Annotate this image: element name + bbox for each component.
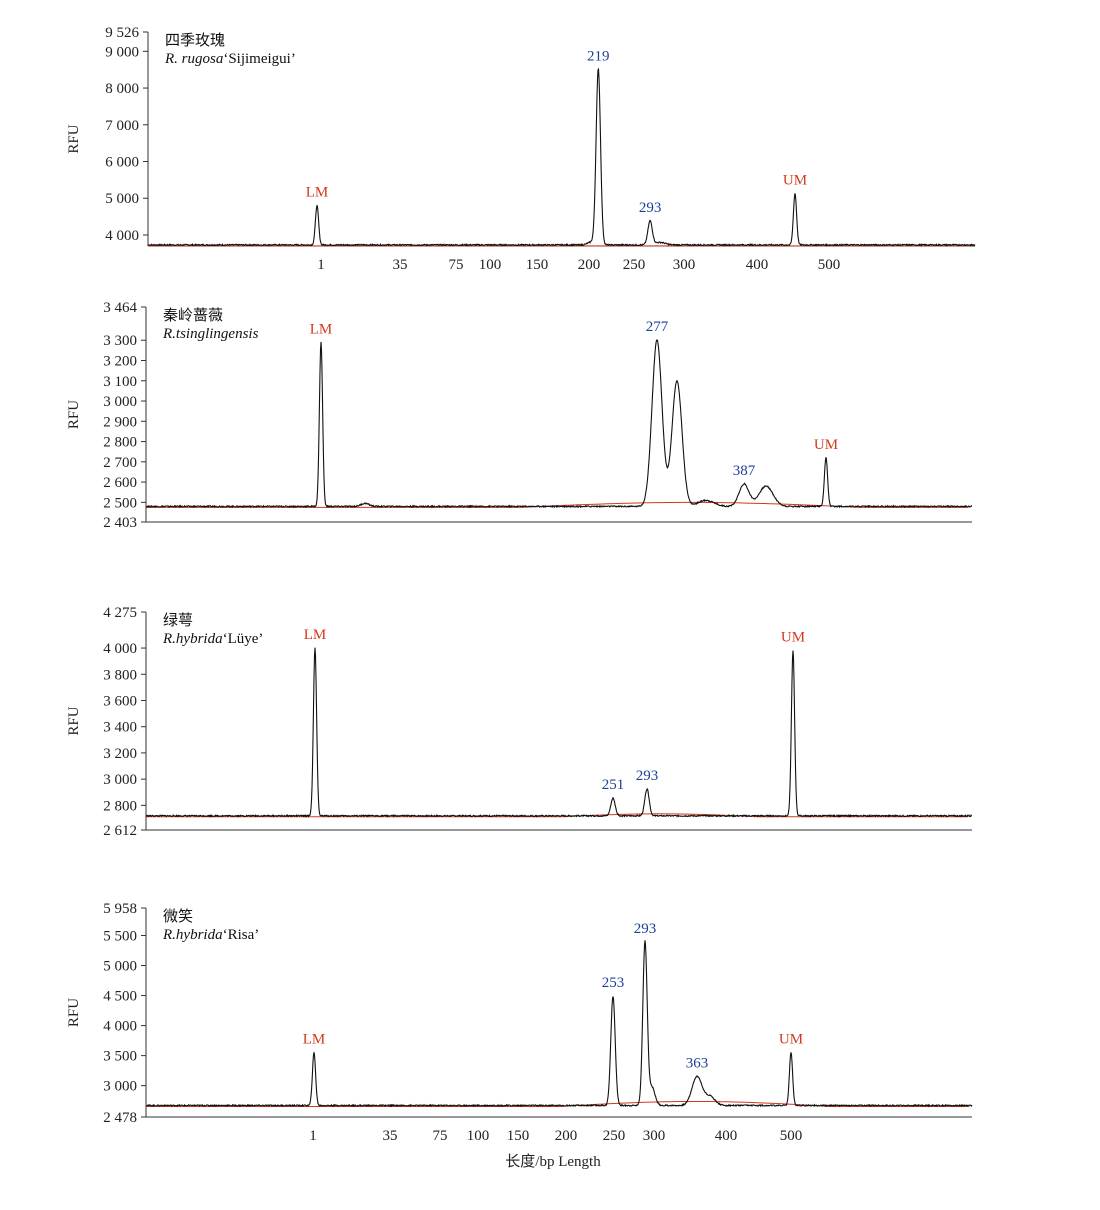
x-tick-label: 75 [449,257,464,273]
sample-name-cn: 秦岭蔷薇 [163,307,223,324]
panel-4: 2 478 3 000 3 500 4 000 4 500 5 000 5 500 5 958… [66,901,973,1144]
y-tick-label: 4 000 [103,1019,137,1035]
y-tick-label: 3 200 [103,353,137,369]
peak-label: LM [304,627,327,643]
peak-label: UM [781,630,805,646]
y-tick-label: 3 600 [103,693,137,709]
sample-name-latin: R.hybrida‘Lüye’ [162,631,263,647]
y-tick-label: 3 000 [103,772,137,788]
peak-label: 253 [602,975,625,991]
y-axis-label: RFU [66,706,82,735]
x-tick-label: 150 [507,1128,530,1144]
y-tick-label: 2 500 [103,495,137,511]
y-tick-label: 2 600 [103,475,137,491]
x-tick-label: 150 [526,257,549,273]
sample-name-latin: R.tsinglingensis [162,326,259,342]
x-tick-label: 200 [578,257,601,273]
peak-label: 293 [639,200,662,216]
sample-name-cn: 微笑 [163,908,193,925]
panel-3: 2 612 2 800 3 000 3 200 3 400 3 600 3 800 4 000… [66,605,973,839]
peak-label: 293 [634,921,657,937]
x-tick-label: 1 [317,257,325,273]
y-tick-label: 9 526 [105,25,139,41]
x-tick-label: 500 [780,1128,803,1144]
peak-label: LM [310,321,333,337]
y-tick-label: 2 800 [103,435,137,451]
peak-label: LM [306,185,329,201]
peak-label: UM [779,1032,803,1048]
y-tick-label: 3 300 [103,333,137,349]
baseline-fit [146,813,968,818]
x-tick-label: 1 [309,1128,317,1144]
peak-label: 387 [733,463,756,479]
y-tick-label: 5 500 [103,929,137,945]
y-tick-label: 4 000 [103,641,137,657]
y-tick-label: 2 612 [103,823,137,839]
sample-name-cn: 绿萼 [163,612,193,629]
sample-name-latin: R. rugosa‘Sijimeigui’ [164,51,296,67]
y-tick-label: 3 100 [103,374,137,390]
x-tick-label: 250 [623,257,646,273]
peak-label: LM [303,1032,326,1048]
trace-line [145,940,973,1108]
peak-label: 293 [636,768,659,784]
peak-label: 251 [602,777,625,793]
trace-line [147,67,976,247]
y-tick-label: 4 500 [103,989,137,1005]
trace-line [145,647,973,818]
x-axis-label: 长度/bp Length [505,1153,601,1170]
y-axis-label: RFU [66,124,82,153]
trace-line [145,339,973,509]
y-tick-label: 6 000 [105,155,139,171]
peak-label: UM [814,437,838,453]
y-tick-label: 5 000 [103,959,137,975]
y-tick-label: 3 500 [103,1049,137,1065]
y-tick-label: 3 464 [103,300,137,316]
y-tick-label: 3 000 [103,394,137,410]
peak-label: 219 [587,49,610,65]
x-tick-label: 300 [643,1128,666,1144]
y-tick-label: 5 958 [103,901,137,917]
x-tick-label: 100 [467,1128,490,1144]
y-axis-label: RFU [66,400,82,429]
y-tick-label: 2 800 [103,798,137,814]
y-tick-label: 4 000 [105,228,139,244]
panel-1: 4 000 5 000 6 000 7 000 8 000 9 000 9 526 RFU 四季… [66,25,976,273]
y-tick-label: 8 000 [105,81,139,97]
x-tick-label: 400 [715,1128,738,1144]
y-tick-label: 2 900 [103,414,137,430]
x-tick-label: 250 [603,1128,626,1144]
peak-label: UM [783,172,807,188]
y-tick-label: 4 275 [103,605,137,621]
x-tick-label: 35 [383,1128,398,1144]
sample-name-latin: R.hybrida‘Risa’ [162,927,259,943]
baseline-fit [146,1101,968,1107]
y-tick-label: 9 000 [105,44,139,60]
x-tick-label: 100 [479,257,502,273]
y-tick-label: 3 800 [103,667,137,683]
y-tick-label: 2 403 [103,515,137,531]
x-tick-label: 500 [818,257,841,273]
y-tick-label: 3 000 [103,1079,137,1095]
y-tick-label: 2 478 [103,1110,137,1126]
peak-label: 363 [686,1056,709,1072]
y-tick-label: 2 700 [103,455,137,471]
x-tick-label: 35 [393,257,408,273]
x-tick-label: 300 [673,257,696,273]
y-tick-label: 3 200 [103,746,137,762]
x-tick-label: 400 [746,257,769,273]
peak-label: 277 [646,319,669,335]
x-tick-label: 75 [433,1128,448,1144]
y-tick-label: 3 400 [103,720,137,736]
y-axis-label: RFU [66,998,82,1027]
sample-name-cn: 四季玫瑰 [165,32,225,49]
y-tick-label: 5 000 [105,191,139,207]
y-tick-label: 7 000 [105,118,139,134]
x-tick-label: 200 [555,1128,578,1144]
panel-2: 2 403 2 500 2 600 2 700 2 800 2 900 3 000 3 100… [66,300,973,531]
